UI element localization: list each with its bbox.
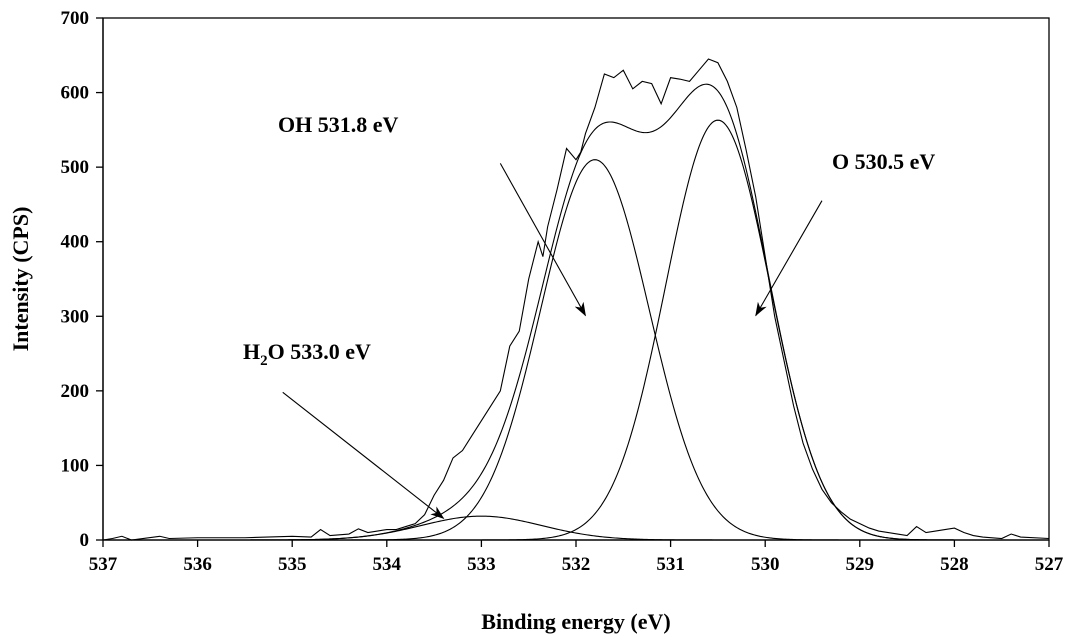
- annotation-o-arrow: [755, 200, 823, 317]
- y-tick-label: 400: [61, 232, 90, 253]
- annotation-h2o-subscript: 2: [260, 353, 268, 369]
- x-tick-label: 531: [656, 554, 685, 575]
- x-tick-label: 532: [562, 554, 591, 575]
- x-tick-label: 533: [467, 554, 496, 575]
- x-tick-label: 535: [278, 554, 307, 575]
- y-tick-label: 0: [80, 530, 90, 551]
- y-axis: 0 100 200 300 400 500 600 700: [61, 8, 104, 551]
- measured-curve: [102, 58, 1050, 541]
- y-tick-label: 100: [61, 455, 90, 476]
- plot-area: [102, 17, 1050, 541]
- x-tick-label: 534: [373, 554, 402, 575]
- x-axis-title: Binding energy (eV): [481, 609, 670, 634]
- x-tick-label: 536: [183, 554, 212, 575]
- x-tick-label: 530: [751, 554, 780, 575]
- annotations-group: OH 531.8 eV O 530.5 eV H2O 533.0 eV: [243, 112, 935, 519]
- annotation-h2o-h: H: [243, 339, 260, 364]
- y-tick-label: 700: [61, 8, 90, 29]
- annotation-oh-arrow: [499, 163, 586, 317]
- x-tick-label: 529: [846, 554, 875, 575]
- y-tick-label: 200: [61, 381, 90, 402]
- envelope-curve: [103, 83, 1049, 541]
- y-tick-label: 600: [61, 83, 90, 104]
- annotation-h2o-label: H2O 533.0 eV: [243, 339, 371, 369]
- x-tick-label: 537: [89, 554, 118, 575]
- annotation-h2o-arrow: [282, 391, 445, 519]
- curves-group: [102, 58, 1050, 541]
- x-tick-label: 528: [940, 554, 969, 575]
- x-axis: 537 536 535 534 533 532 531 530 529 528 527: [89, 539, 1064, 575]
- annotation-h2o-rest: O 533.0 eV: [268, 339, 371, 364]
- y-axis-title: Intensity (CPS): [8, 207, 33, 352]
- plot-border: [102, 17, 1050, 541]
- annotation-oh-label: OH 531.8 eV: [278, 112, 398, 137]
- y-tick-label: 300: [61, 306, 90, 327]
- component-curve-3: [103, 515, 1049, 541]
- y-tick-label: 500: [61, 157, 90, 178]
- x-tick-label: 527: [1035, 554, 1064, 575]
- annotation-o-label: O 530.5 eV: [832, 149, 935, 174]
